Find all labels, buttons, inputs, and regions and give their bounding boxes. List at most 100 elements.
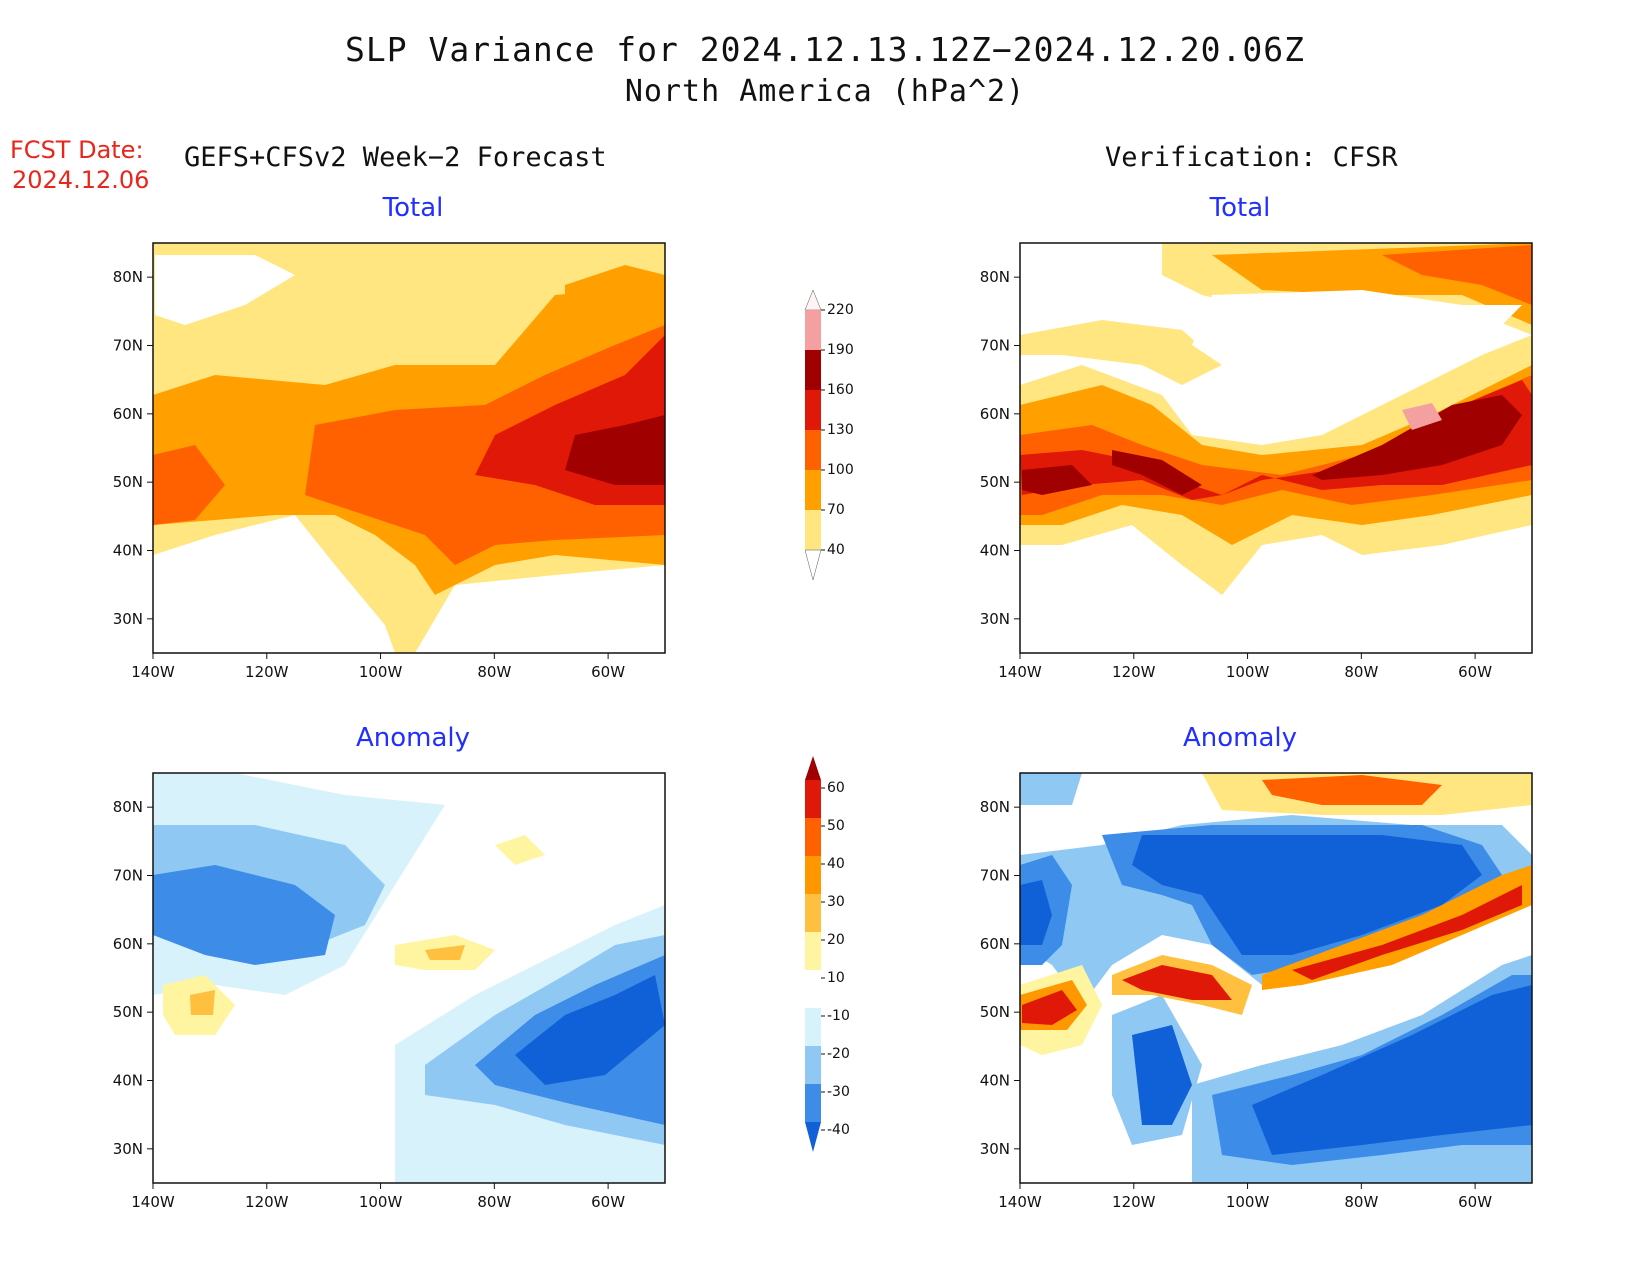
lat-tick-label: 80N (980, 268, 1010, 286)
colorbar-label: 50 (827, 818, 845, 834)
colorbar-label: 10 (827, 970, 845, 986)
forecast-column-title: GEFS+CFSv2 Week−2 Forecast (184, 142, 607, 173)
lat-tick-label: 70N (113, 337, 143, 355)
lon-tick-label: 80W (477, 663, 511, 681)
fcst-date-label: FCST Date: (10, 136, 144, 164)
lon-tick-label: 60W (1458, 1193, 1492, 1211)
colorbar-segment (805, 932, 821, 970)
lon-tick-label: 140W (131, 1193, 175, 1211)
colorbar-label: -20 (827, 1046, 850, 1062)
lat-tick-label: 40N (113, 542, 143, 560)
colorbar-label: 30 (827, 894, 845, 910)
colorbar-segment (805, 430, 821, 470)
lat-tick-label: 30N (980, 1140, 1010, 1158)
lon-tick-label: 140W (998, 1193, 1042, 1211)
lat-tick-label: 80N (980, 798, 1010, 816)
lat-tick-label: 50N (113, 473, 143, 491)
lat-tick-label: 40N (113, 1072, 143, 1090)
lat-tick-label: 60N (113, 935, 143, 953)
lon-tick-label: 120W (245, 663, 289, 681)
lon-tick-label: 80W (477, 1193, 511, 1211)
colorbar-label: -40 (827, 1122, 850, 1138)
lat-tick-label: 40N (980, 1072, 1010, 1090)
colorbar-segment (805, 310, 821, 350)
colorbar-arrow-top (804, 289, 822, 311)
colorbar-label: -30 (827, 1084, 850, 1100)
colorbar-arrow-bottom (805, 1122, 821, 1152)
lat-tick-label: 50N (113, 1003, 143, 1021)
lat-tick-label: 60N (980, 935, 1010, 953)
colorbar-label: 70 (827, 502, 845, 518)
lat-tick-label: 80N (113, 798, 143, 816)
colorbar-segment (805, 470, 821, 510)
lon-tick-label: 60W (591, 1193, 625, 1211)
lon-tick-label: 60W (1458, 663, 1492, 681)
map-frame (152, 772, 666, 1184)
lon-tick-label: 140W (131, 663, 175, 681)
lon-tick-label: 100W (1226, 1193, 1270, 1211)
colorbar-segment (805, 390, 821, 430)
colorbar-segment (805, 818, 821, 856)
colorbar-arrow-bottom (804, 549, 822, 581)
lon-tick-label: 120W (1112, 1193, 1156, 1211)
lon-tick-label: 120W (245, 1193, 289, 1211)
colorbar-label: 20 (827, 932, 845, 948)
map-panel-fcst-anom: 30N 40N 50N 60N 70N 80N 140W 120W 100W 80W 60W (113, 772, 666, 1211)
map-frame (152, 242, 666, 654)
colorbar-segment (805, 856, 821, 894)
verification-column-title: Verification: CFSR (1105, 142, 1398, 173)
colorbar-label: 130 (827, 422, 854, 438)
colorbar-segment (805, 894, 821, 932)
colorbar-label: 100 (827, 462, 854, 478)
map-frame (1019, 772, 1533, 1184)
map-panel-fcst-total: 30N 40N 50N 60N 70N 80N 140W 120W 100W 80W 60W (113, 242, 666, 681)
colorbar-segment (805, 1008, 821, 1046)
lat-tick-label: 30N (113, 1140, 143, 1158)
lat-tick-label: 30N (113, 610, 143, 628)
lon-tick-label: 100W (359, 1193, 403, 1211)
panel-title-ver-anom: Anomaly (1182, 723, 1298, 753)
lon-tick-label: 80W (1344, 663, 1378, 681)
panel-title-ver-total: Total (1209, 193, 1271, 223)
lon-tick-label: 100W (359, 663, 403, 681)
colorbar-label: 160 (827, 382, 854, 398)
colorbar-total: 40 70 100 130 160 190 220 (804, 289, 854, 581)
main-title: SLP Variance for 2024.12.13.12Z−2024.12.… (345, 30, 1305, 69)
lat-tick-label: 40N (980, 542, 1010, 560)
colorbar-label: -10 (827, 1008, 850, 1024)
lat-tick-label: 50N (980, 1003, 1010, 1021)
colorbar-label: 220 (827, 302, 854, 318)
colorbar-segment (805, 970, 821, 1008)
lat-tick-label: 70N (113, 867, 143, 885)
colorbar-segment (805, 510, 821, 550)
colorbar-segment (805, 780, 821, 818)
colorbar-label: 40 (827, 542, 845, 558)
lat-tick-label: 70N (980, 867, 1010, 885)
colorbar-segment (805, 350, 821, 390)
main-subtitle: North America (hPa^2) (624, 74, 1026, 109)
colorbar-segment (805, 1046, 821, 1084)
lat-tick-label: 30N (980, 610, 1010, 628)
panel-title-fcst-total: Total (382, 193, 444, 223)
lon-tick-label: 120W (1112, 663, 1156, 681)
lon-tick-label: 100W (1226, 663, 1270, 681)
map-panel-ver-total: 30N 40N 50N 60N 70N 80N 140W 120W 100W 80W 60W (980, 242, 1533, 681)
lat-tick-label: 60N (113, 405, 143, 423)
lon-tick-label: 60W (591, 663, 625, 681)
colorbar-anomaly: 60 50 40 30 20 10 -10 -20 -30 -40 (805, 756, 850, 1152)
map-panel-ver-anom: 30N 40N 50N 60N 70N 80N 140W 120W 100W 80W 60W (980, 772, 1533, 1211)
lon-tick-label: 80W (1344, 1193, 1378, 1211)
colorbar-segment (805, 1084, 821, 1122)
map-frame (1019, 242, 1533, 654)
lon-tick-label: 140W (998, 663, 1042, 681)
colorbar-label: 60 (827, 780, 845, 796)
colorbar-label: 190 (827, 342, 854, 358)
lat-tick-label: 80N (113, 268, 143, 286)
colorbar-label: 40 (827, 856, 845, 872)
lat-tick-label: 50N (980, 473, 1010, 491)
fcst-date-value: 2024.12.06 (12, 166, 150, 194)
panel-title-fcst-anom: Anomaly (355, 723, 471, 753)
lat-tick-label: 70N (980, 337, 1010, 355)
lat-tick-label: 60N (980, 405, 1010, 423)
colorbar-arrow-top (805, 756, 821, 780)
